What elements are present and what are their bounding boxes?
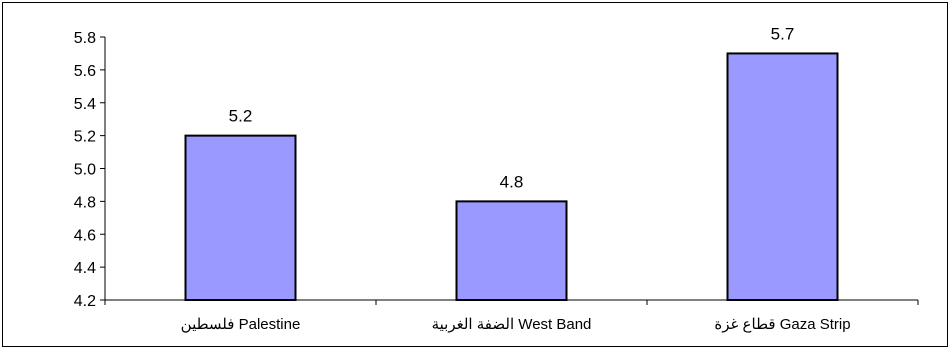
- bar: [184, 134, 297, 301]
- y-tick-label: 4.6: [74, 227, 96, 244]
- y-tick-label: 5.0: [74, 162, 96, 179]
- y-tick-label: 5.8: [74, 30, 96, 47]
- y-tick-label: 4.4: [74, 260, 96, 277]
- y-tick-label: 5.4: [74, 96, 96, 113]
- data-label: 5.7: [771, 24, 795, 43]
- bars: [184, 52, 839, 301]
- y-axis: 4.2 4.4 4.6 4.8 5.0 5.2 5.4 5.6 5.8: [74, 30, 106, 310]
- category-label: فلسطين Palestine: [181, 316, 301, 333]
- bar: [726, 52, 839, 301]
- y-tick-label: 4.8: [74, 194, 96, 211]
- category-label: قطاع غزة Gaza Strip: [714, 316, 850, 333]
- data-label: 5.2: [229, 107, 253, 126]
- data-labels: 5.2 4.8 5.7: [229, 24, 795, 191]
- y-tick-label: 5.2: [74, 129, 96, 146]
- category-label: الضفة الغربية West Band: [432, 316, 592, 333]
- bar: [455, 200, 568, 301]
- y-tick-label: 4.2: [74, 293, 96, 310]
- y-tick-label: 5.6: [74, 63, 96, 80]
- x-axis: فلسطين Palestine الضفة الغربية West Band ق…: [104, 299, 919, 333]
- data-label: 4.8: [500, 172, 524, 191]
